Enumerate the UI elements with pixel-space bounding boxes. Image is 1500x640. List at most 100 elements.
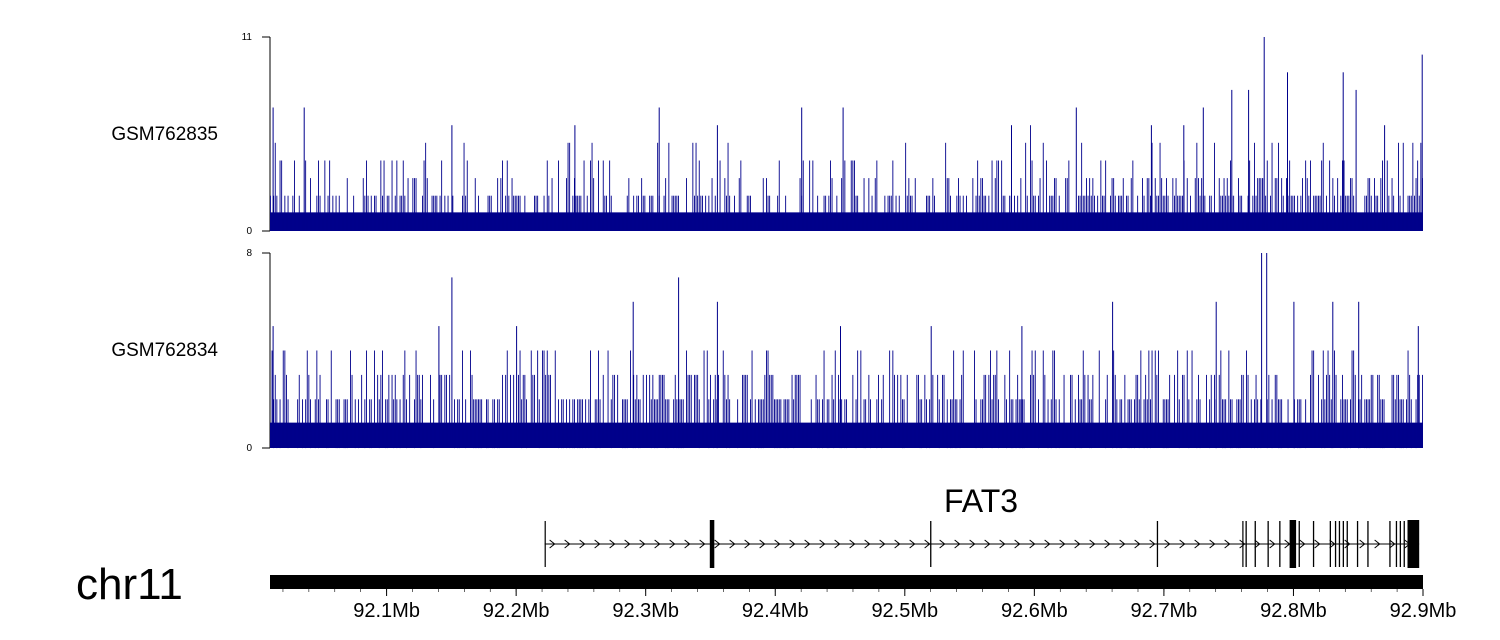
signal-bar <box>686 178 687 231</box>
signal-bar <box>345 213 347 231</box>
signal-bar <box>465 399 467 449</box>
signal-bar <box>497 178 499 231</box>
signal-bar <box>318 160 319 231</box>
signal-bar <box>519 195 521 231</box>
signal-bar <box>1209 399 1211 449</box>
signal-bar <box>420 213 422 231</box>
signal-bar <box>721 213 723 231</box>
signal-bar <box>846 213 847 231</box>
signal-bar <box>494 213 495 231</box>
signal-bar <box>847 213 849 231</box>
signal-bar <box>868 178 870 231</box>
signal-bar <box>1041 213 1043 231</box>
signal-bar <box>271 213 273 231</box>
signal-bar <box>1415 178 1417 231</box>
signal-bar <box>508 195 510 231</box>
signal-peak <box>451 277 453 448</box>
signal-bar <box>492 213 494 231</box>
signal-bar <box>751 350 753 448</box>
signal-bar <box>1058 195 1060 231</box>
signal-bar <box>1193 423 1195 448</box>
signal-bar <box>652 374 654 448</box>
signal-bar <box>460 213 462 231</box>
signal-peak <box>272 326 274 448</box>
signal-bar <box>607 350 609 448</box>
signal-bar <box>1102 195 1103 231</box>
signal-bar <box>602 374 604 448</box>
signal-bar <box>665 178 667 231</box>
signal-bar <box>820 213 822 231</box>
signal-bar <box>556 213 558 231</box>
signal-bar <box>510 374 511 448</box>
signal-bar <box>1270 423 1271 448</box>
signal-bar <box>618 213 620 231</box>
signal-bar <box>785 399 787 449</box>
strand-arrow <box>939 539 946 549</box>
signal-bar <box>1398 142 1399 231</box>
signal-bar <box>854 423 855 448</box>
signal-bar <box>660 374 662 448</box>
signal-bar <box>1060 213 1062 231</box>
signal-bar <box>769 374 771 448</box>
signal-bar <box>279 399 281 449</box>
signal-bar <box>745 213 747 231</box>
signal-bar <box>1022 213 1023 231</box>
signal-bar <box>1100 423 1102 448</box>
signal-bar <box>1113 178 1115 231</box>
signal-bar <box>1390 423 1391 448</box>
signal-bar <box>684 423 686 448</box>
signal-bar <box>614 374 615 448</box>
signal-peak <box>716 125 718 231</box>
signal-bar <box>1159 142 1161 231</box>
signal-bar <box>1001 423 1003 448</box>
signal-bar <box>1316 195 1318 231</box>
signal-bar <box>655 213 657 231</box>
signal-bar <box>948 178 950 231</box>
signal-bar <box>391 160 393 231</box>
signal-bar <box>551 423 553 448</box>
signal-bar <box>911 195 913 231</box>
signal-bar <box>1111 423 1113 448</box>
signal-bar <box>1026 423 1028 448</box>
signal-bar <box>1114 374 1116 448</box>
signal-bar <box>932 374 934 448</box>
signal-bar <box>1180 195 1182 231</box>
signal-bar <box>962 350 964 448</box>
signal-bar <box>970 423 972 448</box>
signal-bar <box>306 350 308 448</box>
signal-bar <box>958 423 959 448</box>
signal-bar <box>586 195 588 231</box>
signal-bar <box>1134 399 1135 449</box>
signal-bar <box>754 399 756 449</box>
signal-bar <box>876 160 878 231</box>
signal-bar <box>422 374 423 448</box>
signal-bar <box>1252 195 1254 231</box>
signal-bar <box>1050 195 1052 231</box>
signal-bar <box>1090 195 1092 231</box>
signal-bar <box>1220 195 1222 231</box>
signal-bar <box>782 423 783 448</box>
signal-bar <box>1207 423 1209 448</box>
signal-bar <box>1314 195 1316 231</box>
signal-bar <box>874 178 876 231</box>
signal-bar <box>705 195 707 231</box>
signal-bar <box>1330 213 1332 231</box>
signal-bar <box>698 160 700 231</box>
strand-arrow <box>549 539 556 549</box>
signal-bar <box>1223 399 1225 449</box>
x-tick-label: 92.8Mb <box>1260 600 1327 622</box>
signal-bar <box>844 399 846 449</box>
signal-bar <box>858 423 860 448</box>
signal-bar <box>1402 142 1404 231</box>
signal-bar <box>1084 195 1086 231</box>
strand-arrow <box>624 539 631 549</box>
signal-bar <box>638 195 639 231</box>
signal-bar <box>466 160 468 231</box>
signal-bar <box>1354 213 1356 231</box>
signal-bar <box>1378 213 1380 231</box>
signal-bar <box>751 213 753 231</box>
signal-bar <box>1420 423 1422 448</box>
signal-bar <box>938 399 940 449</box>
signal-bar <box>430 374 431 448</box>
signal-bar <box>359 423 361 448</box>
